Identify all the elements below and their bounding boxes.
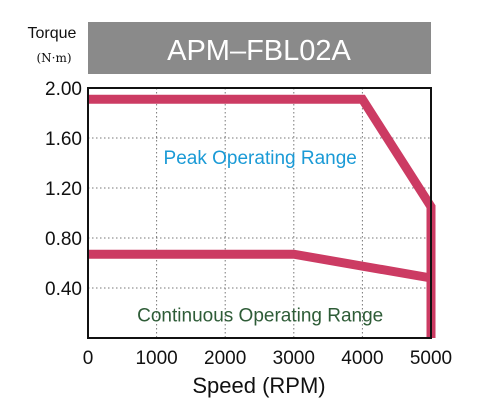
series-group: [88, 94, 436, 338]
y-tick-label: 2.00: [45, 79, 82, 100]
x-tick-label: 3000: [273, 348, 315, 369]
y-tick-label: 0.40: [45, 279, 82, 300]
x-tick-label: 1000: [135, 348, 177, 369]
annotation-group: Peak Operating Range Continuous Operating…: [137, 148, 383, 327]
y-tick-label: 1.60: [45, 129, 82, 150]
y-axis-label: Torque: [28, 25, 77, 42]
peak-torque-curve: [88, 94, 436, 338]
title-bar: [88, 22, 431, 74]
x-tick-labels: 0 1000 2000 3000 4000 5000: [83, 348, 452, 369]
y-tick-label: 0.80: [45, 229, 82, 250]
continuous-range-label: Continuous Operating Range: [137, 305, 383, 326]
plot-frame: [87, 87, 432, 339]
chart-title: APM–FBL02A: [167, 35, 351, 67]
y-tick-label: 1.20: [45, 179, 82, 200]
y-axis-unit: (N·m): [36, 51, 71, 65]
continuous-torque-curve: [88, 249, 432, 283]
x-tick-label: 0: [83, 348, 94, 369]
x-tick-label: 4000: [341, 348, 383, 369]
x-axis-label: Speed (RPM): [192, 373, 325, 398]
x-tick-label: 5000: [410, 348, 452, 369]
x-tick-label: 2000: [204, 348, 246, 369]
y-tick-labels: 2.00 1.60 1.20 0.80 0.40: [45, 79, 82, 300]
peak-range-label: Peak Operating Range: [164, 148, 357, 169]
